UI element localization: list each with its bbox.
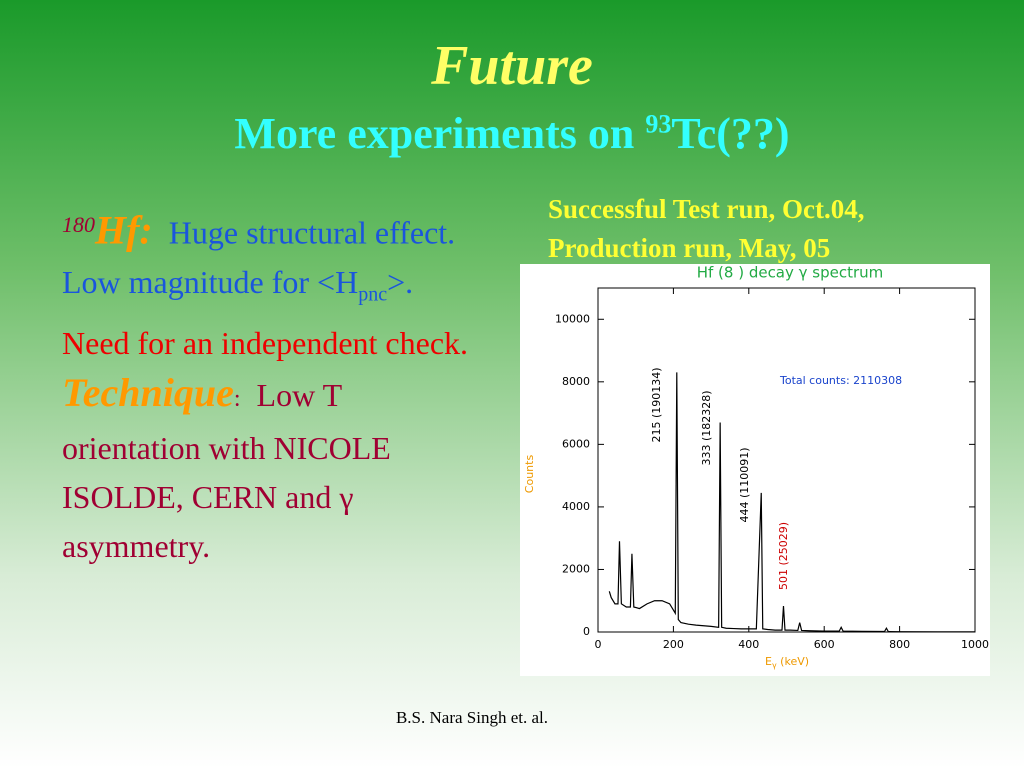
x-axis-label: Eγ (keV): [765, 655, 809, 670]
subtitle-text: Tc(??): [671, 109, 790, 158]
x-tick-label: 400: [738, 638, 759, 651]
note-line: Successful Test run, Oct.04,: [548, 194, 865, 224]
y-tick-label: 10000: [555, 312, 590, 325]
y-tick-label: 6000: [562, 437, 590, 450]
x-label-sub: γ: [772, 661, 777, 670]
x-tick-label: 200: [663, 638, 684, 651]
note-line: Production run, May, 05: [548, 233, 831, 263]
chart-title: Hf (8 ) decay γ spectrum: [697, 264, 884, 282]
chart: Hf (8 ) decay γ spectrum Counts Eγ (keV)…: [520, 264, 990, 676]
x-label-unit: (keV): [777, 655, 809, 668]
note: Successful Test run, Oct.04, Production r…: [548, 190, 865, 268]
subtitle-sup: 93: [645, 109, 672, 139]
peak-label: 444 (110091): [738, 447, 751, 522]
plot-frame: [597, 287, 976, 633]
technique-text: Low T orientation with NICOLE ISOLDE, CE…: [62, 377, 391, 565]
peak-label: 333 (182328): [700, 390, 713, 465]
peak-label: 215 (190134): [650, 367, 663, 442]
colon: :: [233, 386, 241, 413]
y-tick-label: 0: [583, 625, 590, 638]
paragraph: Technique: Low T orientation with NICOLE…: [62, 368, 482, 571]
paragraph: Need for an independent check.: [62, 325, 469, 362]
effect-sub: pnc: [358, 283, 388, 306]
slide-title: Future: [431, 35, 593, 97]
body-text: 180Hf: Huge structural effect. Low magni…: [62, 200, 482, 571]
annotation: Total counts: 2110308: [779, 374, 902, 387]
x-tick-label: 0: [595, 638, 602, 651]
x-tick-label: 800: [889, 638, 910, 651]
subtitle-text: More experiments on: [234, 109, 646, 158]
peak-label: 501 (25029): [777, 522, 790, 590]
slide-subtitle: More experiments on 93Tc(??): [0, 108, 1024, 159]
y-tick-label: 4000: [562, 500, 590, 513]
isotope: Hf:: [95, 207, 153, 253]
x-tick-label: 600: [814, 638, 835, 651]
technique: Technique: [62, 370, 234, 416]
y-axis-label: Counts: [523, 455, 536, 494]
y-tick-label: 2000: [562, 562, 590, 575]
footer: B.S. Nara Singh et. al.: [395, 708, 549, 727]
y-tick-label: 8000: [562, 375, 590, 388]
x-tick-label: 1000: [961, 638, 989, 651]
paragraph: 180Hf: Huge structural effect. Low magni…: [62, 200, 482, 319]
x-label-main: E: [765, 655, 772, 668]
isotope-sup: 180: [62, 212, 95, 237]
spectrum-line: [608, 372, 975, 633]
effect-text: Huge structural effect. Low magnitude fo…: [62, 214, 456, 300]
effect-text: >.: [387, 263, 414, 300]
